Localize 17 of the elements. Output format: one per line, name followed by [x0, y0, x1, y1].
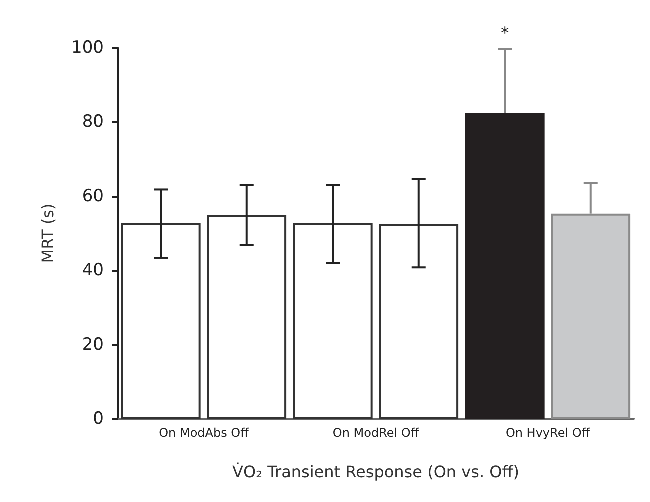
bar — [293, 223, 373, 419]
y-axis-title: MRT (s) — [38, 204, 58, 264]
y-tick-label: 20 — [82, 334, 104, 355]
bar — [207, 214, 287, 419]
y-tick-label: 60 — [82, 186, 104, 206]
y-tick-label: 80 — [82, 112, 104, 132]
bar — [121, 223, 201, 419]
text: * — [501, 24, 510, 43]
x-tick-label: On ModRel Off — [332, 426, 420, 440]
y-tick-label: 0 — [93, 409, 104, 429]
bar — [465, 113, 545, 419]
x-tick-label: On ModAbs Off — [159, 426, 250, 440]
bar — [379, 224, 459, 419]
y-tick-label: 40 — [82, 260, 104, 281]
y-tick-label: 100 — [72, 38, 104, 58]
x-tick-label: On HvyRel Off — [506, 426, 591, 440]
x-axis-title: V̇O₂ Transient Response (On vs. Off) — [232, 462, 520, 482]
